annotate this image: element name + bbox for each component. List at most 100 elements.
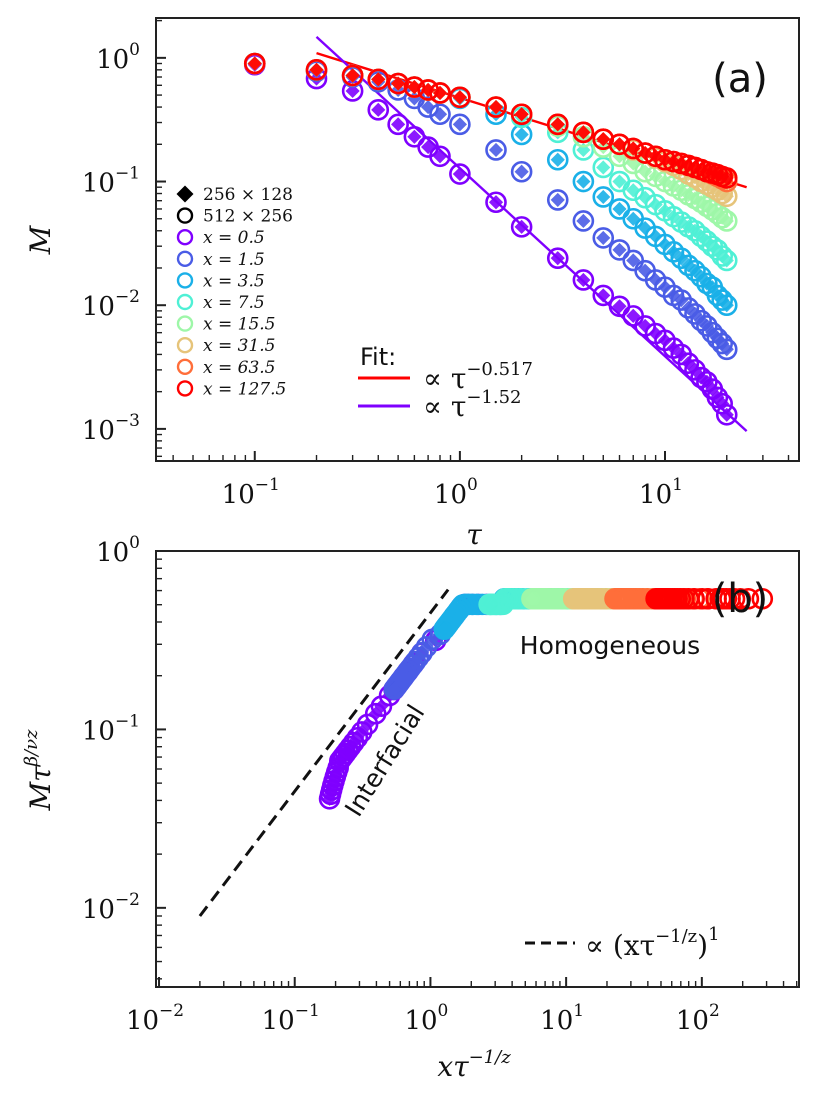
fit-line-1 xyxy=(315,35,748,432)
point-a-diamond-0 xyxy=(648,326,663,341)
point-a-0 xyxy=(367,99,390,121)
point-a-1 xyxy=(677,297,700,319)
annotation-homogeneous: Homogeneous xyxy=(520,631,700,660)
panel-a-xtick-label: 100 xyxy=(434,475,478,510)
panel-a-xlabel: τ xyxy=(466,518,482,551)
point-a-diamond-7 xyxy=(514,107,529,122)
legend-label-series: x = 63.5 xyxy=(203,358,276,378)
point-b-0 xyxy=(318,787,341,810)
reference-legend: ∝ (xτ−1/z)1 xyxy=(525,924,720,962)
point-a-2 xyxy=(572,170,595,193)
point-a-diamond-7 xyxy=(391,76,406,91)
point-a-0 xyxy=(592,284,615,307)
point-a-diamond-4 xyxy=(719,213,734,229)
point-a-diamond-4 xyxy=(596,139,611,155)
panel-b-ytick-label: 10−2 xyxy=(82,890,140,925)
legend-marker-diamond xyxy=(176,185,194,203)
point-b-7 xyxy=(645,587,667,610)
legend-marker-series xyxy=(176,250,194,267)
panel-a-xtick-label: 101 xyxy=(639,475,683,510)
panel-a-label: (a) xyxy=(712,56,768,102)
point-a-diamond-1 xyxy=(488,142,504,158)
point-a-diamond-7 xyxy=(247,56,262,71)
legend-marker-series xyxy=(176,358,194,375)
point-b-diamond-1 xyxy=(387,682,402,697)
point-a-7 xyxy=(449,86,471,109)
point-a-diamond-1 xyxy=(452,117,467,132)
point-a-3 xyxy=(715,249,738,272)
point-a-diamond-0 xyxy=(391,117,406,132)
point-b-4 xyxy=(521,587,543,610)
legend-label-series: x = 1.5 xyxy=(203,250,265,270)
point-a-2 xyxy=(546,148,569,171)
point-a-diamond-2 xyxy=(648,229,663,244)
point-a-0 xyxy=(449,163,471,185)
point-a-diamond-3 xyxy=(612,174,627,189)
point-a-7 xyxy=(387,72,409,95)
point-a-diamond-0 xyxy=(514,219,529,234)
point-a-diamond-1 xyxy=(648,272,663,288)
point-a-3 xyxy=(711,245,733,267)
point-a-7 xyxy=(510,103,533,126)
point-a-diamond-1 xyxy=(514,164,529,179)
panel-b-xtick-label: 10−2 xyxy=(126,1001,184,1036)
point-a-7 xyxy=(341,64,364,87)
point-a-2 xyxy=(592,186,615,208)
point-a-diamond-0 xyxy=(612,299,627,314)
fit-legend-label-slow: ∝ τ−0.517 xyxy=(423,359,533,395)
point-a-7 xyxy=(485,96,507,118)
point-a-4 xyxy=(715,210,738,232)
point-a-diamond-7 xyxy=(309,62,324,77)
point-a-0 xyxy=(429,145,451,168)
legend-marker-series xyxy=(176,337,194,354)
point-a-diamond-0 xyxy=(674,347,689,362)
point-a-1 xyxy=(546,189,569,211)
point-a-1 xyxy=(696,315,718,337)
point-a-diamond-0 xyxy=(407,129,422,144)
panel-a-ytick-label: 10−1 xyxy=(82,164,140,199)
fit-title: Fit: xyxy=(360,343,396,371)
legend-marker-series xyxy=(176,228,194,246)
point-a-0 xyxy=(677,352,700,374)
point-a-diamond-7 xyxy=(371,72,386,87)
point-b-1 xyxy=(383,678,406,701)
legend-label-series: x = 15.5 xyxy=(203,315,276,335)
point-b-7 xyxy=(705,587,727,610)
point-b-6 xyxy=(604,587,626,610)
point-a-diamond-7 xyxy=(432,85,448,101)
panel-a-ytick-label: 10−3 xyxy=(82,411,140,446)
point-a-1 xyxy=(690,309,712,332)
point-a-1 xyxy=(684,303,706,325)
point-a-7 xyxy=(546,113,569,136)
point-a-0 xyxy=(403,125,426,148)
point-a-diamond-7 xyxy=(488,99,504,115)
point-a-diamond-1 xyxy=(657,280,673,295)
panel-b: 10−2 10−1 100 101 102 100 10−1 10−2 (b) Homogen… xyxy=(21,533,800,1083)
point-a-diamond-1 xyxy=(719,342,734,357)
point-b-diamond-4 xyxy=(524,591,540,606)
point-a-1 xyxy=(608,239,631,261)
point-a-diamond-1 xyxy=(576,213,591,229)
point-a-1 xyxy=(429,103,451,126)
point-a-7 xyxy=(608,133,631,156)
panel-a-xtick-label: 10−1 xyxy=(222,475,280,510)
point-a-diamond-1 xyxy=(596,230,611,245)
panel-b-xtick-label: 102 xyxy=(676,1001,720,1036)
point-a-7 xyxy=(243,52,266,75)
point-a-0 xyxy=(715,403,738,426)
panel-b-xtick-label: 10−1 xyxy=(262,1001,320,1036)
point-a-diamond-0 xyxy=(596,288,611,303)
point-a-7 xyxy=(367,68,390,91)
point-a-1 xyxy=(485,139,507,161)
panel-b-xtick-label: 100 xyxy=(404,1001,448,1036)
point-b-diamond-3 xyxy=(482,597,497,612)
panel-b-ytick-label: 100 xyxy=(96,533,140,568)
point-a-7 xyxy=(429,82,451,104)
panel-b-xtick-label: 101 xyxy=(540,1001,584,1036)
legend-marker-series xyxy=(176,380,194,397)
legend-label-series: x = 31.5 xyxy=(203,336,276,356)
legend-label-series: x = 127.5 xyxy=(203,379,286,399)
point-a-diamond-0 xyxy=(371,102,386,117)
